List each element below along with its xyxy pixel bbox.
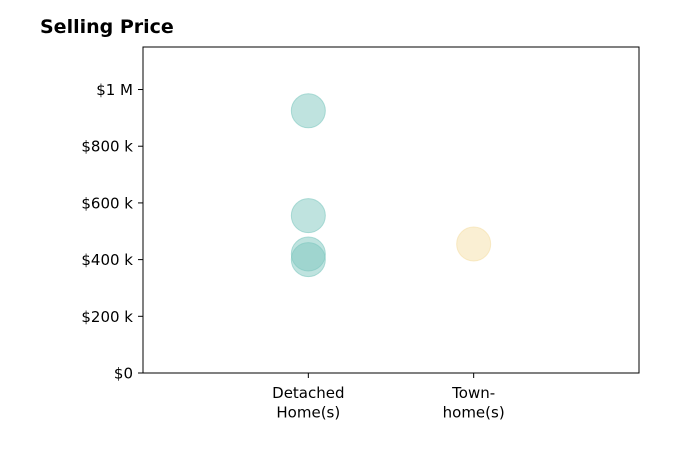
x-tick-label-line: home(s) bbox=[443, 404, 505, 422]
y-tick-label-2: $400 k bbox=[81, 251, 133, 269]
x-tick-label-1: Town-home(s) bbox=[443, 384, 505, 422]
y-tick-label-4: $800 k bbox=[81, 138, 133, 156]
plot-frame bbox=[142, 46, 640, 374]
y-tick-label-1: $200 k bbox=[81, 308, 133, 326]
x-tick-label-line: Home(s) bbox=[276, 404, 340, 422]
x-tick-label-line: Town- bbox=[451, 384, 495, 402]
x-tick-label-line: Detached bbox=[272, 384, 344, 402]
x-tick-label-0: Detached Home(s) bbox=[272, 384, 344, 422]
data-point-0-1 bbox=[290, 198, 326, 234]
y-tick-label-0: $0 bbox=[114, 365, 133, 383]
data-marks bbox=[290, 93, 492, 278]
y-tick-label-5: $1 M bbox=[96, 81, 133, 99]
data-point-1-0 bbox=[456, 226, 492, 262]
data-point-0-0 bbox=[290, 93, 326, 129]
data-point-0-3 bbox=[290, 242, 326, 278]
axes: $0 $200 k $400 k $600 k $800 k $1 M Detached Ho… bbox=[81, 46, 640, 422]
y-tick-label-3: $600 k bbox=[81, 194, 133, 212]
chart-title: Selling Price bbox=[40, 16, 174, 38]
